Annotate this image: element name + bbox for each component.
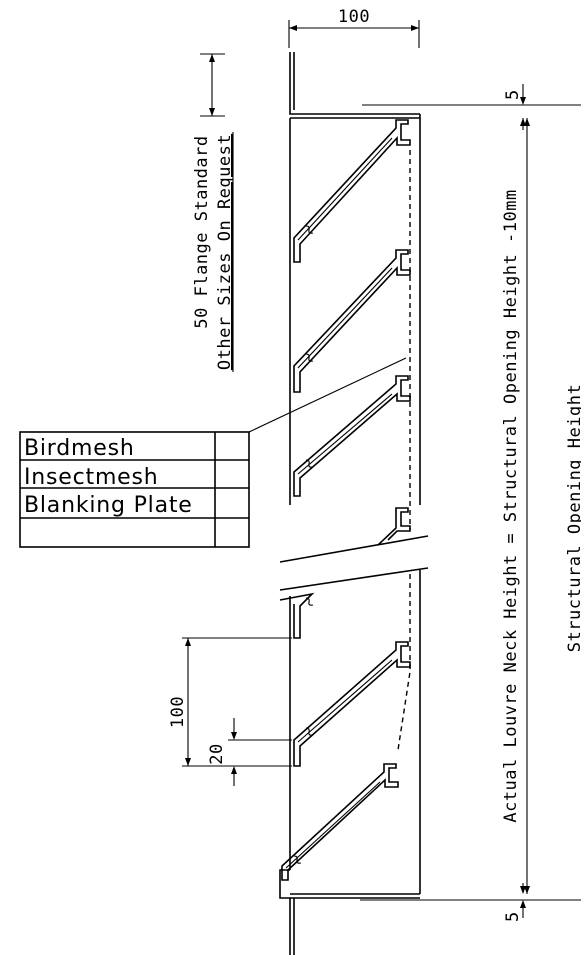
flange-standard-note: 50 Flange Standard [192,135,212,328]
legend-leader-line [248,357,407,433]
top-width-dimension: 100 [288,7,420,48]
pitch-dimension: 100 20 [168,637,292,786]
other-sizes-note: Other Sizes On Request [215,134,235,370]
lower-blades [279,592,411,881]
structural-opening-note: Structural Opening Height [565,384,581,652]
neck-height-dimension: Actual Louvre Neck Height = Structural O… [501,118,530,894]
bottom-gap-dimension: 5 [503,883,526,922]
neck-height-note: Actual Louvre Neck Height = Structural O… [501,189,521,822]
top-gap-label: 5 [503,89,523,100]
legend-row-insectmesh: Insectmesh [24,465,159,490]
flange-dimension [200,53,225,117]
break-lines [279,535,429,591]
lower-frame [279,570,581,955]
bottom-gap-label: 5 [503,911,523,922]
legend-row-birdmesh: Birdmesh [24,436,135,461]
pitch-label: 100 [168,696,188,728]
upper-blades [293,119,411,546]
lip-label: 20 [207,743,227,764]
top-gap-dimension: 5 [503,84,526,130]
legend-row-blanking-plate: Blanking Plate [24,493,193,518]
top-frame [289,52,581,505]
top-width-label: 100 [338,7,370,27]
legend-table: Birdmesh Insectmesh Blanking Plate [19,431,250,548]
